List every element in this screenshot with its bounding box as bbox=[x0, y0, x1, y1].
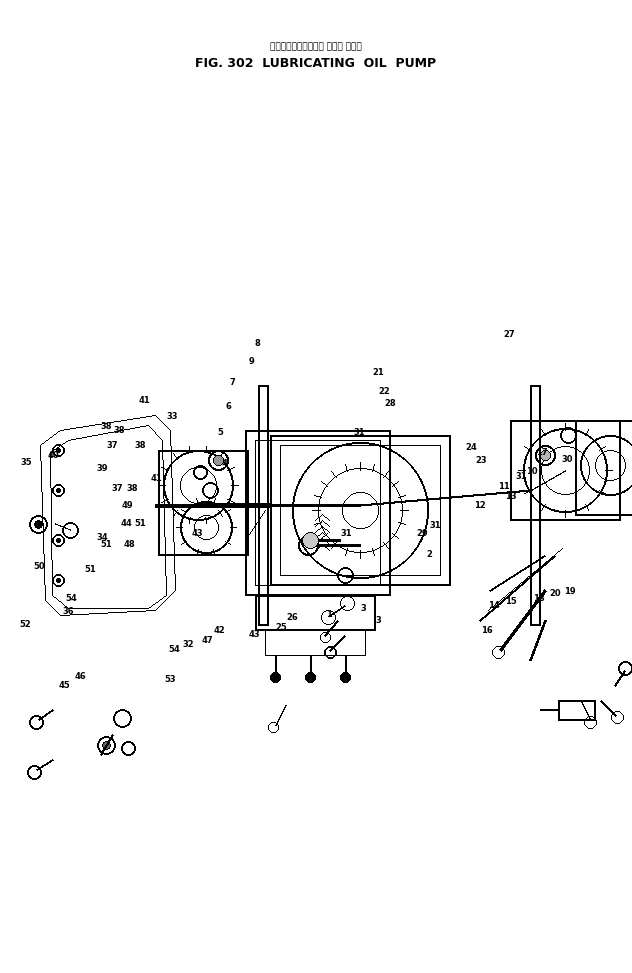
Text: 38: 38 bbox=[135, 441, 146, 450]
Text: 1: 1 bbox=[325, 610, 332, 620]
Text: 23: 23 bbox=[476, 455, 487, 465]
Text: 14: 14 bbox=[489, 600, 500, 610]
Text: 54: 54 bbox=[65, 594, 76, 603]
Text: 18: 18 bbox=[533, 594, 544, 603]
Text: 40: 40 bbox=[48, 450, 59, 460]
Text: 42: 42 bbox=[214, 626, 226, 635]
Text: 31: 31 bbox=[429, 521, 441, 530]
Text: 7: 7 bbox=[229, 378, 236, 387]
Text: 53: 53 bbox=[165, 674, 176, 684]
Text: 3: 3 bbox=[360, 603, 367, 613]
Text: 45: 45 bbox=[59, 681, 70, 691]
Text: 34: 34 bbox=[97, 532, 108, 542]
Text: 39: 39 bbox=[97, 464, 108, 474]
Text: 3: 3 bbox=[375, 616, 381, 626]
Text: 11: 11 bbox=[499, 482, 510, 491]
Text: 28: 28 bbox=[385, 399, 396, 409]
Text: 8: 8 bbox=[255, 339, 261, 348]
Text: 46: 46 bbox=[75, 671, 87, 681]
Text: 26: 26 bbox=[286, 613, 298, 623]
Text: 37: 37 bbox=[111, 484, 123, 493]
Text: 27: 27 bbox=[503, 330, 514, 340]
Text: 12: 12 bbox=[475, 501, 486, 511]
Text: 4: 4 bbox=[221, 458, 228, 468]
Text: 16: 16 bbox=[481, 626, 492, 635]
Text: ルーブリケーティング オイル ポンプ: ルーブリケーティング オイル ポンプ bbox=[270, 42, 362, 52]
Text: 31: 31 bbox=[516, 472, 527, 482]
Text: 48: 48 bbox=[124, 540, 135, 550]
Text: 37: 37 bbox=[107, 441, 118, 450]
Text: 5: 5 bbox=[217, 428, 223, 438]
Text: 52: 52 bbox=[20, 620, 31, 630]
Text: 38: 38 bbox=[100, 421, 112, 431]
Text: 32: 32 bbox=[183, 639, 194, 649]
Text: 15: 15 bbox=[505, 596, 516, 606]
Text: 44: 44 bbox=[121, 519, 132, 528]
Text: 25: 25 bbox=[276, 623, 287, 632]
Text: 41: 41 bbox=[151, 474, 162, 484]
Text: 38: 38 bbox=[127, 484, 138, 493]
Text: 51: 51 bbox=[84, 564, 95, 574]
Text: 10: 10 bbox=[526, 467, 538, 477]
Text: 51: 51 bbox=[100, 540, 112, 550]
Text: FIG. 302  LUBRICATING  OIL  PUMP: FIG. 302 LUBRICATING OIL PUMP bbox=[195, 56, 437, 70]
Text: 17: 17 bbox=[537, 448, 548, 457]
Text: 50: 50 bbox=[33, 561, 45, 571]
Text: 22: 22 bbox=[379, 386, 390, 396]
Text: 31: 31 bbox=[341, 528, 352, 538]
Text: 35: 35 bbox=[21, 457, 32, 467]
Text: 9: 9 bbox=[248, 357, 255, 367]
Text: 21: 21 bbox=[372, 368, 384, 378]
Text: 31: 31 bbox=[353, 428, 365, 438]
Text: 33: 33 bbox=[166, 412, 178, 421]
Text: 54: 54 bbox=[168, 645, 179, 655]
Text: 49: 49 bbox=[122, 501, 133, 511]
Text: 30: 30 bbox=[562, 454, 573, 464]
Text: 51: 51 bbox=[135, 519, 146, 528]
Text: 29: 29 bbox=[416, 528, 428, 538]
Text: 43: 43 bbox=[248, 630, 260, 639]
Text: 41: 41 bbox=[138, 396, 150, 406]
Text: 2: 2 bbox=[427, 550, 433, 559]
Text: 24: 24 bbox=[465, 443, 477, 452]
Text: 13: 13 bbox=[505, 491, 516, 501]
Text: 43: 43 bbox=[191, 528, 203, 538]
Text: 20: 20 bbox=[549, 589, 561, 598]
Text: 36: 36 bbox=[63, 606, 74, 616]
Text: 6: 6 bbox=[226, 402, 232, 412]
Text: 47: 47 bbox=[202, 635, 213, 645]
Text: 38: 38 bbox=[113, 425, 125, 435]
Text: 19: 19 bbox=[564, 587, 576, 596]
